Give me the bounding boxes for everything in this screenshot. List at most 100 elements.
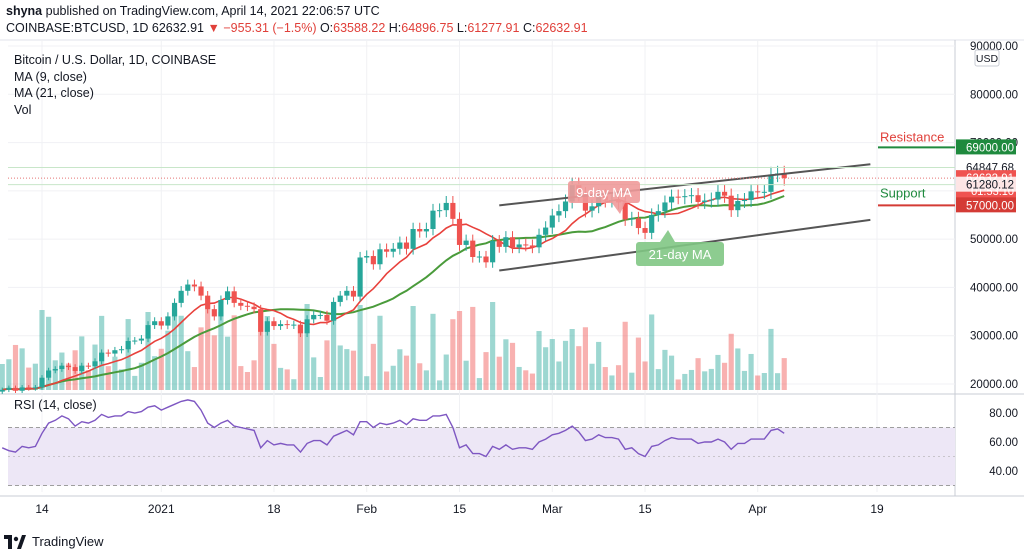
date-tick-label: 15	[638, 502, 652, 516]
candle	[291, 320, 297, 329]
volume-bar	[178, 315, 184, 390]
volume-bar	[662, 349, 668, 390]
volume-bar	[516, 366, 522, 390]
volume-bar	[370, 343, 376, 390]
footer-brand: TradingView	[4, 534, 104, 549]
volume-bar	[12, 344, 19, 390]
price-label-tag: 69000.00	[956, 139, 1016, 155]
volume-bar	[556, 361, 562, 390]
candle-body	[357, 257, 363, 297]
ma21-callout[interactable]: 21-day MA	[636, 230, 724, 266]
volume-bar	[536, 331, 542, 390]
volume-bar	[198, 327, 204, 390]
volume-bar	[781, 358, 787, 390]
candle	[748, 184, 754, 208]
volume-bar	[258, 310, 264, 390]
currency-badge[interactable]: USD	[974, 49, 1000, 67]
candle-body	[556, 211, 562, 216]
candle-body	[384, 249, 390, 252]
candle	[417, 222, 423, 238]
candle	[695, 188, 701, 209]
candle	[65, 362, 72, 370]
candle	[755, 184, 761, 200]
volume-bar	[377, 315, 383, 390]
legend-ma21[interactable]: MA (21, close)	[14, 86, 94, 100]
volume-bar	[576, 346, 582, 390]
volume-bar	[483, 352, 489, 390]
volume-bar	[191, 367, 198, 390]
rsi-tick-label: 80.00	[989, 408, 1018, 420]
candle	[277, 320, 284, 330]
candle	[152, 317, 158, 329]
volume-bar	[46, 316, 52, 390]
volume-bar	[317, 377, 323, 390]
candle	[357, 251, 363, 302]
rsi-legend[interactable]: RSI (14, close)	[14, 398, 97, 412]
volume-bar	[688, 369, 695, 390]
candle	[635, 211, 642, 235]
volume-bar	[609, 375, 615, 390]
candle	[781, 165, 787, 186]
volume-bar	[602, 367, 608, 390]
candle	[105, 349, 111, 357]
candle	[271, 317, 277, 330]
candle-body	[205, 295, 211, 310]
candle-body	[589, 206, 595, 211]
volume-bar	[244, 372, 251, 390]
legend-vol[interactable]: Vol	[14, 102, 32, 117]
candle-body	[781, 173, 787, 179]
candle	[529, 239, 535, 254]
candle-body	[695, 195, 701, 202]
candle	[132, 337, 138, 345]
candle-body	[450, 202, 456, 219]
ma9-callout[interactable]: 9-day MA	[568, 181, 640, 214]
candle	[728, 188, 734, 217]
candle-body	[741, 200, 748, 202]
candle-body	[231, 291, 237, 303]
volume-bar	[297, 324, 304, 390]
candle-body	[721, 191, 728, 196]
date-tick-label: 15	[453, 502, 467, 516]
candle	[377, 243, 383, 270]
candle-body	[516, 244, 522, 248]
volume-bar	[503, 339, 509, 390]
volume-bar	[569, 329, 575, 390]
candle-body	[337, 295, 343, 302]
publisher-name[interactable]: shyna	[6, 4, 43, 18]
volume-bar	[589, 363, 595, 390]
candle-body	[297, 324, 304, 334]
volume-bar	[682, 373, 688, 390]
candle	[92, 358, 98, 369]
candle	[171, 298, 178, 321]
candle	[536, 228, 542, 254]
volume-bar	[337, 345, 343, 390]
volume-bar	[463, 360, 469, 390]
volume-bar	[357, 305, 363, 390]
candle-body	[456, 218, 463, 245]
candle-body	[662, 202, 668, 212]
currency-badge-label: USD	[976, 53, 999, 65]
candle-body	[635, 218, 642, 229]
candle-body	[463, 240, 469, 245]
candle	[231, 286, 237, 308]
volume-bar	[165, 330, 171, 390]
ma9-callout-box	[568, 181, 640, 203]
candle-body	[224, 291, 231, 300]
candle	[178, 286, 184, 308]
candle	[649, 208, 655, 240]
volume-bar	[284, 369, 290, 390]
candle	[715, 184, 721, 207]
candle-body	[12, 387, 19, 391]
publication-header: shyna published on TradingView.com, Apri…	[0, 0, 1024, 40]
volume-bar	[496, 356, 502, 390]
volume-bar	[423, 370, 429, 390]
candle-body	[629, 218, 635, 220]
candle	[26, 385, 32, 391]
legend-ma9[interactable]: MA (9, close)	[14, 69, 87, 84]
candle	[523, 238, 529, 252]
candle	[403, 236, 410, 255]
candle	[344, 286, 350, 301]
candle-body	[655, 211, 661, 215]
candle	[324, 310, 330, 325]
